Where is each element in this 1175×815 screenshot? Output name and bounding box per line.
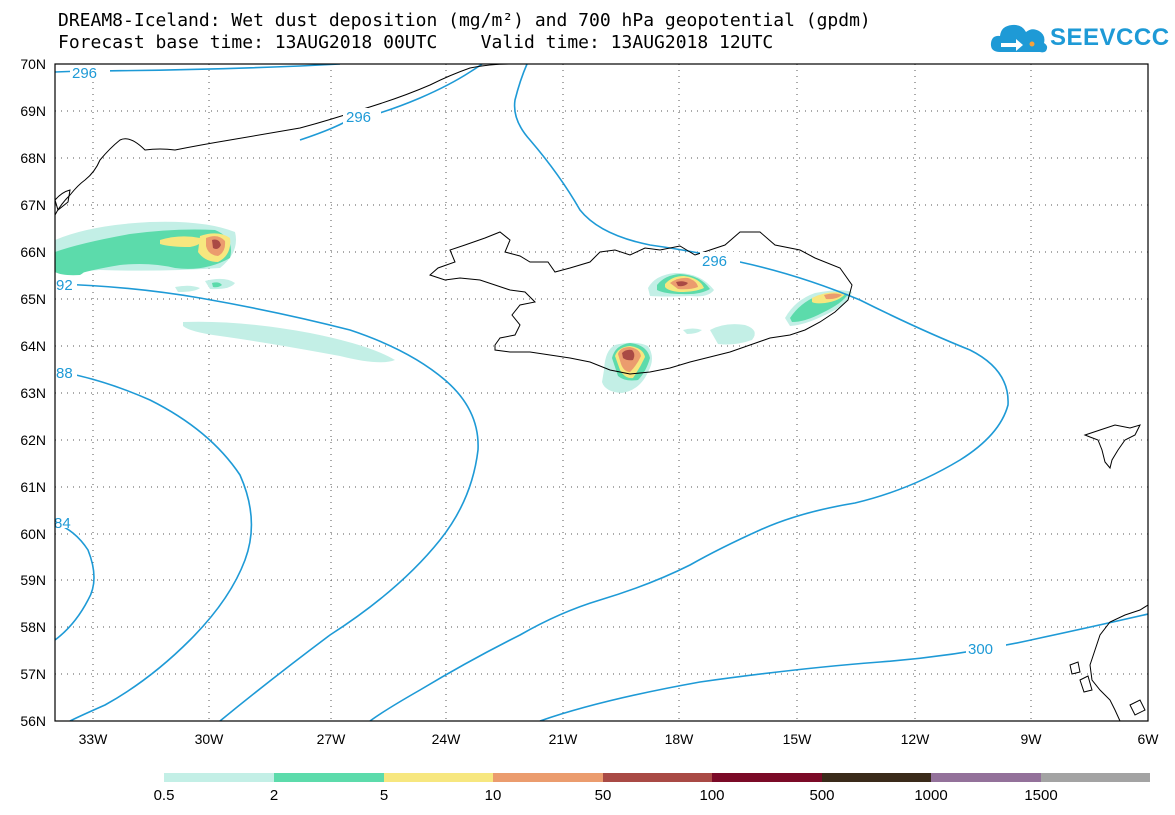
map-title: DREAM8-Iceland: Wet dust deposition (mg/…	[58, 10, 871, 31]
geopotential-contours	[55, 64, 1148, 721]
dust-area-north-iceland-50	[676, 281, 688, 287]
lat-tick-label: 58N	[20, 619, 46, 635]
legend-label: 10	[485, 787, 502, 804]
lat-tick-label: 66N	[20, 244, 46, 260]
lat-tick-label: 60N	[20, 526, 46, 542]
contour-292	[55, 283, 479, 721]
lat-tick-label: 69N	[20, 103, 46, 119]
legend-label: 2	[270, 787, 278, 804]
contour-labels: 296 296 296 92 88 84 300	[54, 64, 1006, 658]
legend-swatch	[603, 773, 712, 782]
legend-swatch	[822, 773, 931, 782]
map-subtitle: Forecast base time: 13AUG2018 00UTC Vali…	[58, 32, 774, 53]
dust-area-south-iceland-50	[622, 349, 635, 361]
lon-axis: 33W 30W 27W 24W 21W 18W 15W 12W 9W 6W	[79, 731, 1160, 747]
graticule	[55, 64, 1148, 721]
legend-label: 1000	[914, 787, 947, 804]
dust-area-streak	[183, 321, 395, 363]
legend-label: 0.5	[154, 787, 175, 804]
contour-label: 296	[346, 109, 371, 126]
lon-tick-label: 9W	[1021, 731, 1043, 747]
lat-tick-label: 70N	[20, 56, 46, 72]
lat-tick-label: 64N	[20, 338, 46, 354]
lon-tick-label: 21W	[549, 731, 579, 747]
greenland-coast	[55, 64, 511, 216]
contour-label: 296	[72, 65, 97, 82]
legend-swatch	[493, 773, 603, 782]
seevccc-logo: SEEVCCC	[988, 18, 1169, 60]
lat-tick-label: 57N	[20, 666, 46, 682]
logo-text: SEEVCCC	[1050, 24, 1170, 51]
legend-swatch	[164, 773, 274, 782]
contour-296-greenland	[299, 64, 483, 141]
legend-label: 1500	[1024, 787, 1057, 804]
contour-label: 84	[54, 515, 71, 532]
contour-label: 300	[968, 641, 993, 658]
lat-tick-label: 68N	[20, 150, 46, 166]
dust-area-se-patch	[710, 324, 755, 345]
contour-288	[55, 370, 253, 721]
contour-296-main	[369, 64, 1009, 721]
scotland-islands	[1069, 661, 1146, 716]
legend-label: 100	[699, 787, 724, 804]
lon-tick-label: 30W	[195, 731, 225, 747]
lat-axis: 70N 69N 68N 67N 66N 65N 64N 63N 62N 61N …	[20, 56, 46, 729]
coastlines	[55, 64, 1148, 721]
dust-area-west-dot	[212, 282, 222, 288]
legend-label: 5	[380, 787, 388, 804]
lat-tick-label: 67N	[20, 197, 46, 213]
lon-tick-label: 12W	[901, 731, 931, 747]
dust-deposition-field	[55, 221, 852, 393]
legend-swatch	[1041, 773, 1150, 782]
lon-tick-label: 24W	[432, 731, 462, 747]
lon-tick-label: 15W	[783, 731, 813, 747]
greenland-coast-south	[55, 189, 71, 211]
legend-label: 50	[595, 787, 612, 804]
lat-tick-label: 59N	[20, 572, 46, 588]
legend-swatch	[931, 773, 1041, 782]
map-frame	[54, 63, 1149, 722]
legend-swatch	[274, 773, 384, 782]
lon-tick-label: 33W	[79, 731, 109, 747]
dust-area-se-patch2	[683, 328, 702, 334]
legend-swatch	[712, 773, 822, 782]
legend-swatch	[384, 773, 493, 782]
dust-area-west-edge	[55, 254, 88, 276]
legend-label: 500	[809, 787, 834, 804]
contour-284	[55, 522, 95, 641]
color-legend: 0.5 2 5 10 50 100 500 1000 1500	[154, 773, 1150, 804]
scotland-coast	[1089, 604, 1148, 721]
contour-300	[539, 613, 1148, 721]
contour-label: 296	[702, 253, 727, 270]
lat-tick-label: 65N	[20, 291, 46, 307]
lon-tick-label: 6W	[1138, 731, 1160, 747]
lat-tick-label: 56N	[20, 713, 46, 729]
lat-tick-label: 61N	[20, 479, 46, 495]
contour-label: 88	[56, 365, 73, 382]
lat-tick-label: 62N	[20, 432, 46, 448]
iceland-coast	[429, 231, 853, 375]
lon-tick-label: 18W	[665, 731, 695, 747]
cloud-icon	[990, 24, 1048, 53]
contour-label: 92	[56, 277, 73, 294]
dust-area-west-5	[160, 236, 202, 247]
dust-area-east-iceland-10	[824, 293, 842, 300]
lat-tick-label: 63N	[20, 385, 46, 401]
dust-area-west-50	[212, 239, 221, 249]
lon-tick-label: 27W	[317, 731, 347, 747]
faroe-islands	[1083, 424, 1141, 470]
dust-area-west-small	[175, 285, 200, 292]
